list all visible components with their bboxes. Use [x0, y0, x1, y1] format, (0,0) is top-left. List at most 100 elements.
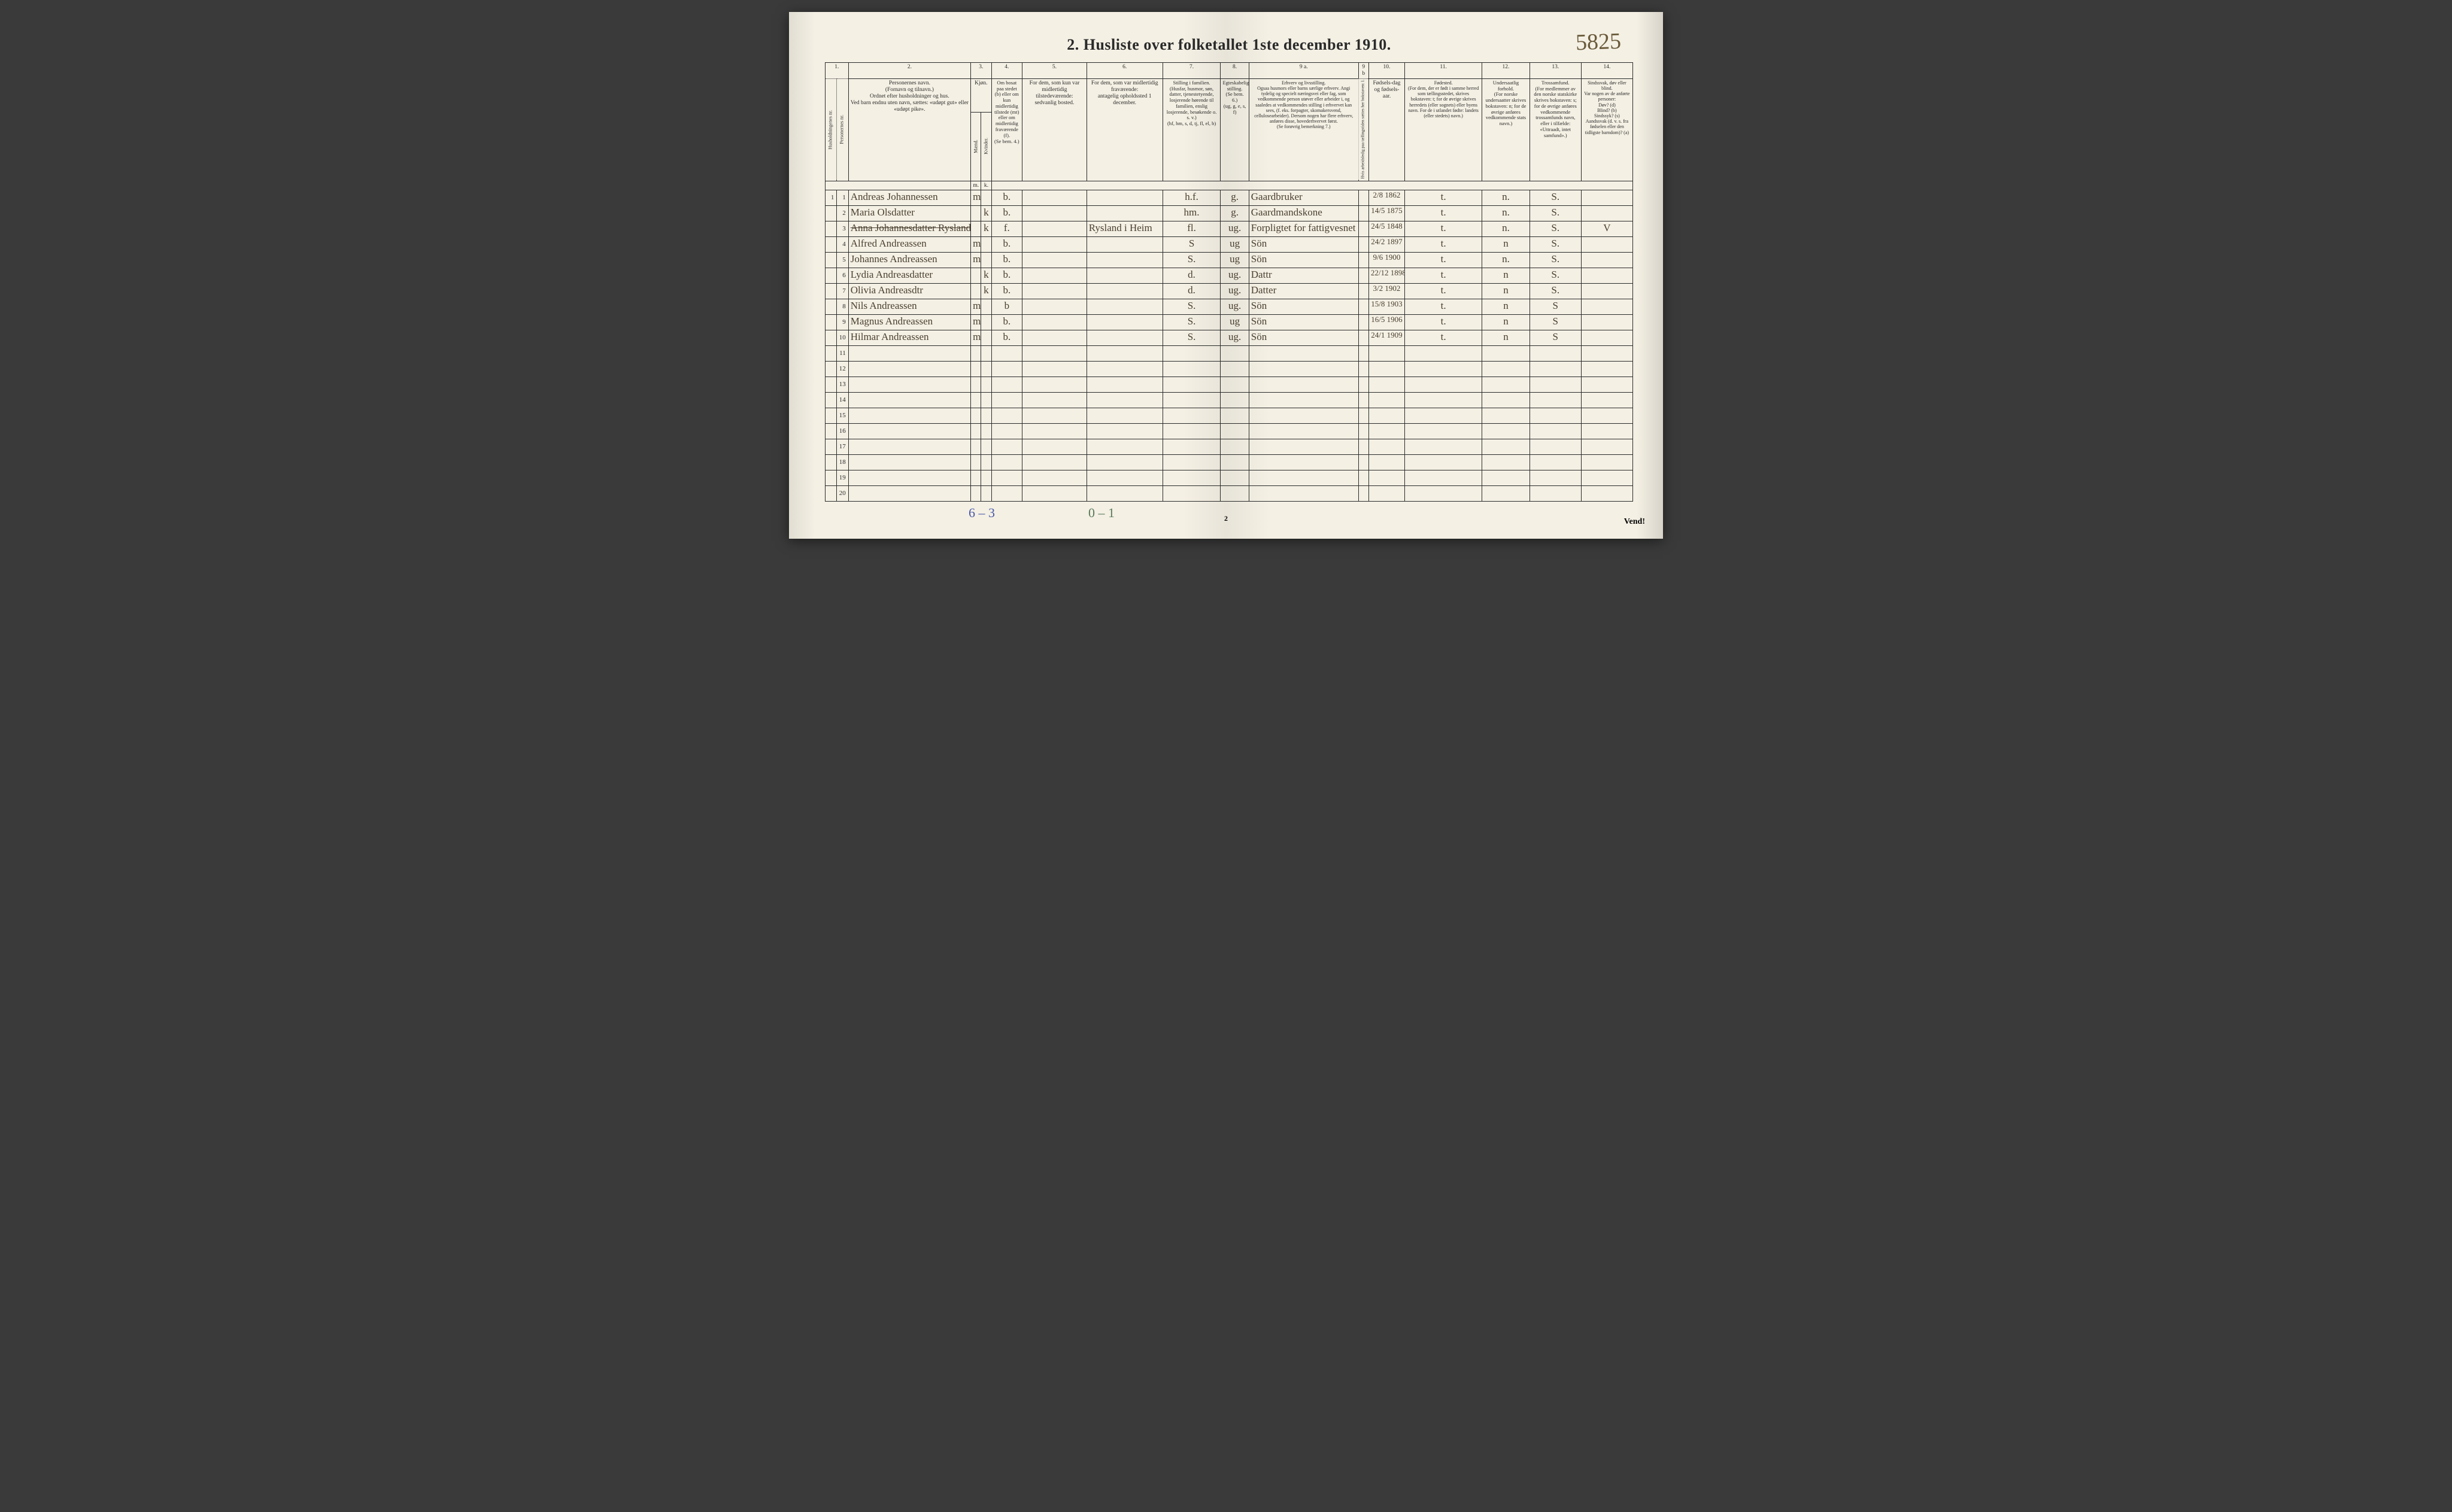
- cell-bos: b.: [991, 206, 1022, 221]
- colnum: 12.: [1482, 63, 1530, 79]
- cell-c8: ug.: [1221, 284, 1249, 299]
- cell-bos: b.: [991, 315, 1022, 330]
- cell-empty: 19: [837, 470, 848, 486]
- colnum: 14.: [1581, 63, 1632, 79]
- cell-n1: [826, 237, 837, 253]
- cell-empty: [826, 424, 837, 439]
- cell-empty: [848, 424, 970, 439]
- cell-c6: [1087, 315, 1163, 330]
- cell-c14: [1581, 268, 1632, 284]
- page-title: 2. Husliste over folketallet 1ste decemb…: [825, 36, 1633, 54]
- cell-empty: [1482, 439, 1530, 455]
- colnum: 8.: [1221, 63, 1249, 79]
- cell-empty: [981, 439, 991, 455]
- cell-empty: [848, 486, 970, 502]
- cell-empty: 20: [837, 486, 848, 502]
- cell-c8: ug: [1221, 237, 1249, 253]
- cell-n1: [826, 253, 837, 268]
- cell-c6: [1087, 284, 1163, 299]
- table-row: 8Nils AndreassenmbS.ug.Sön15/8 1903t.nS: [826, 299, 1633, 315]
- cell-c13: S.: [1530, 237, 1581, 253]
- cell-c5: [1022, 253, 1087, 268]
- cell-c12: n.: [1482, 206, 1530, 221]
- table-row-empty: 18: [826, 455, 1633, 470]
- cell-c7: S.: [1163, 299, 1221, 315]
- cell-c7: d.: [1163, 284, 1221, 299]
- cell-empty: [1530, 424, 1581, 439]
- cell-c9a: Datter: [1249, 284, 1358, 299]
- cell-m: m: [971, 253, 981, 268]
- cell-empty: [1405, 470, 1482, 486]
- cell-empty: 14: [837, 393, 848, 408]
- cell-empty: [981, 377, 991, 393]
- cell-n2: 10: [837, 330, 848, 346]
- cell-empty: [1163, 408, 1221, 424]
- table-row-empty: 15: [826, 408, 1633, 424]
- cell-empty: [1530, 393, 1581, 408]
- cell-empty: [1163, 377, 1221, 393]
- cell-empty: [1221, 439, 1249, 455]
- col-header: For dem, som kun var midlertidig tilsted…: [1022, 78, 1087, 181]
- cell-k: [981, 330, 991, 346]
- cell-c12: n: [1482, 315, 1530, 330]
- col-header: Hvis arbeidsledig paa tællingstiden sætt…: [1358, 78, 1368, 181]
- cell-empty: [1221, 408, 1249, 424]
- cell-empty: [848, 346, 970, 362]
- cell-c11: t.: [1405, 206, 1482, 221]
- cell-c9a: Sön: [1249, 330, 1358, 346]
- cell-empty: [1405, 439, 1482, 455]
- cell-c10: 22/12 1898: [1368, 268, 1404, 284]
- cell-empty: [1581, 408, 1632, 424]
- cell-empty: [1482, 470, 1530, 486]
- cell-empty: [991, 362, 1022, 377]
- cell-c14: [1581, 299, 1632, 315]
- colnum: 11.: [1405, 63, 1482, 79]
- cell-empty: [1581, 455, 1632, 470]
- cell-empty: [1405, 455, 1482, 470]
- cell-c9b: [1358, 206, 1368, 221]
- cell-empty: [1530, 470, 1581, 486]
- cell-c10: 3/2 1902: [1368, 284, 1404, 299]
- cell-empty: [826, 470, 837, 486]
- cell-empty: [1249, 455, 1358, 470]
- table-row-empty: 16: [826, 424, 1633, 439]
- cell-empty: [981, 346, 991, 362]
- col-header-m: m.: [971, 181, 981, 190]
- cell-c14: [1581, 315, 1632, 330]
- cell-empty: [981, 362, 991, 377]
- footer-handwritten-1: 6 – 3: [969, 505, 995, 521]
- cell-empty: [1405, 408, 1482, 424]
- col-header: Fødsels-dag og fødsels-aar.: [1368, 78, 1404, 181]
- cell-empty: [1249, 424, 1358, 439]
- cell-name: Alfred Andreassen: [848, 237, 970, 253]
- cell-bos: b.: [991, 190, 1022, 206]
- cell-empty: [1581, 439, 1632, 455]
- col-header: Egteskabelig stilling. (Se bem. 6.) (ug,…: [1221, 78, 1249, 181]
- cell-k: [981, 253, 991, 268]
- table-row: 11Andreas Johannessenmb.h.f.g.Gaardbruke…: [826, 190, 1633, 206]
- cell-c7: hm.: [1163, 206, 1221, 221]
- cell-empty: [1249, 393, 1358, 408]
- cell-c9b: [1358, 330, 1368, 346]
- cell-c7: h.f.: [1163, 190, 1221, 206]
- cell-c5: [1022, 299, 1087, 315]
- cell-c10: 24/5 1848: [1368, 221, 1404, 237]
- table-row: 2Maria Olsdatterkb.hm.g.Gaardmandskone14…: [826, 206, 1633, 221]
- cell-empty: [1087, 470, 1163, 486]
- table-row-empty: 12: [826, 362, 1633, 377]
- cell-m: m: [971, 315, 981, 330]
- col-header: Personernes navn. (Fornavn og tilnavn.) …: [848, 78, 970, 181]
- cell-empty: [1249, 377, 1358, 393]
- cell-n2: 9: [837, 315, 848, 330]
- cell-empty: [1530, 346, 1581, 362]
- cell-c9a: Sön: [1249, 253, 1358, 268]
- table-row-empty: 19: [826, 470, 1633, 486]
- table-row-empty: 20: [826, 486, 1633, 502]
- cell-empty: [848, 362, 970, 377]
- cell-n2: 4: [837, 237, 848, 253]
- cell-c13: S.: [1530, 268, 1581, 284]
- cell-name: Olivia Andreasdtr: [848, 284, 970, 299]
- cell-bos: b.: [991, 330, 1022, 346]
- cell-empty: [1358, 408, 1368, 424]
- cell-empty: [1087, 408, 1163, 424]
